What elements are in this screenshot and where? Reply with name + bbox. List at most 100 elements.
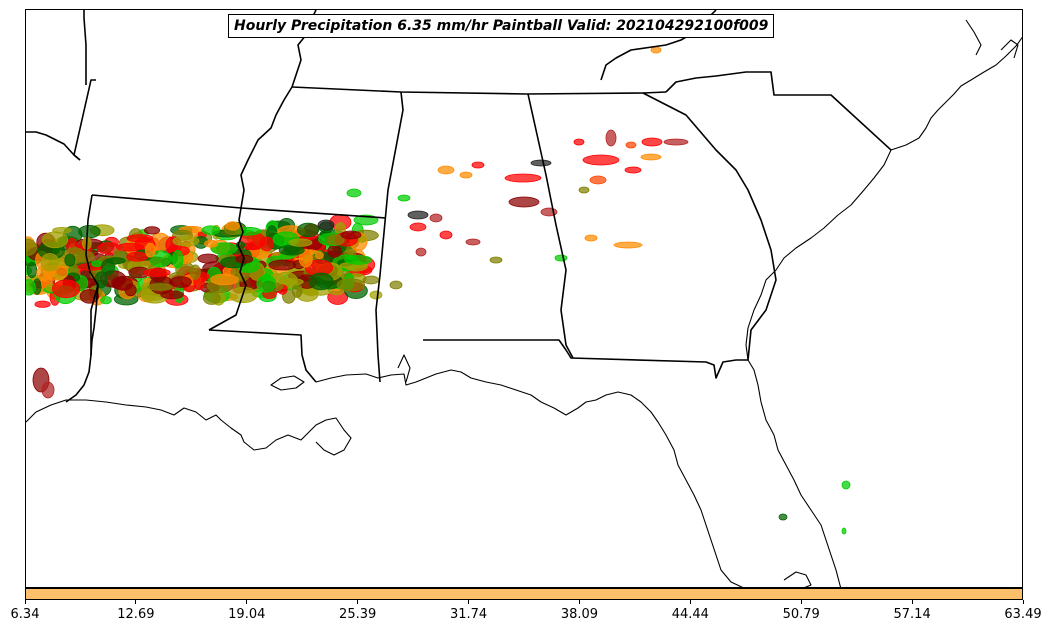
colorbar-tick-mark [357,600,359,604]
border-georgia-sc [642,92,777,361]
coastline [26,19,1022,587]
precip-blob [409,222,427,232]
border-mississippi-river [208,207,247,331]
border-missouri-arkansas [26,131,81,161]
precip-blob [624,166,642,174]
border-mississippi-alabama [375,91,404,383]
precipitation-layer [26,46,851,535]
border-tennessee-kentucky [291,86,667,95]
mobile-bay [397,354,411,383]
precip-blob [291,283,303,298]
precip-blob [256,274,277,293]
precip-blob [465,238,481,246]
border-louisiana-north [90,284,99,355]
precip-blob [278,278,304,286]
precip-blob [641,137,663,147]
colorbar-tick-mark [135,600,137,604]
precip-blob [327,234,345,246]
precip-blob [439,230,453,240]
precip-blob [204,239,219,248]
coastline-gulf-west [26,399,352,456]
coastline-gulf-central [315,369,744,587]
precip-blob [308,272,334,291]
precip-blob [589,175,607,185]
colorbar-tick-mark [800,600,802,604]
lake-pontchartrain [270,375,305,391]
precip-blob [144,226,161,235]
precip-blob [778,513,788,521]
precip-blob [437,165,455,175]
precip-blob [573,138,585,146]
map-panel [25,9,1023,588]
precip-blob [197,253,219,264]
precip-blob [160,290,184,300]
precip-blob [504,173,542,183]
colorbar-tick-label: 19.04 [228,607,266,622]
precip-blob [625,141,637,149]
precip-blob [415,247,427,257]
colorbar-tick-mark [246,600,248,604]
precip-blob [340,230,362,240]
precip-blob [172,249,184,269]
map-canvas [26,10,1022,587]
map-title: Hourly Precipitation 6.35 mm/hr Paintbal… [228,14,775,38]
precip-blob [34,300,51,308]
precip-blob [336,278,366,292]
precip-blob [116,242,145,252]
state-borders [26,10,892,403]
precip-blob [554,254,568,262]
precip-blob [72,250,95,263]
precip-blob [489,256,503,264]
colorbar [25,588,1023,600]
border-alabama-georgia [527,93,574,359]
precip-blob [578,186,590,194]
precip-blob [26,261,38,279]
precip-blob [143,268,171,277]
precip-blob [41,231,69,249]
precip-blob [202,291,221,305]
precip-blob [126,234,154,243]
precip-blob [362,275,380,285]
colorbar-tick-label: 38.09 [560,607,599,622]
border-florida-north [423,339,748,379]
border-missouri-illinois [83,10,87,85]
precip-blob [147,283,173,291]
precip-blob [100,296,112,305]
precip-blob [210,273,239,286]
precip-blob [210,242,238,255]
precip-blob [327,244,342,258]
precip-blob [40,253,60,272]
colorbar-tick-mark [911,600,913,604]
precip-blob [201,225,220,236]
precip-blob [113,277,133,291]
precip-blob [268,259,297,271]
border-louisiana-mississippi [208,329,317,383]
precip-blob [841,480,851,490]
colorbar-tick-label: 12.69 [117,607,155,622]
precip-blob [145,242,156,258]
precip-blob [459,171,473,179]
precip-blob [64,253,76,267]
precip-blob [169,276,192,288]
precip-blob [407,210,429,220]
colorbar-tick-mark [468,600,470,604]
precip-blob [389,280,403,290]
pamlico-sound [1000,39,1019,59]
colorbar-tick-label: 50.79 [782,607,820,622]
colorbar-tick-label: 31.74 [449,607,488,622]
precip-blob [296,222,320,238]
precip-blob [225,221,240,231]
precip-blob [51,279,81,299]
colorbar-tick-label: 63.49 [1004,607,1042,622]
precip-blob [397,194,411,202]
precip-blob [613,241,643,249]
colorbar-tick-label: 44.44 [671,607,709,622]
precip-blob [344,255,373,265]
coastline-atlantic [745,36,1022,361]
precip-blob [650,46,662,54]
precip-blob [41,381,55,399]
precip-blob [259,236,274,252]
precip-blob [298,248,313,268]
precip-blob [288,238,313,247]
lake-okeechobee [783,571,812,587]
